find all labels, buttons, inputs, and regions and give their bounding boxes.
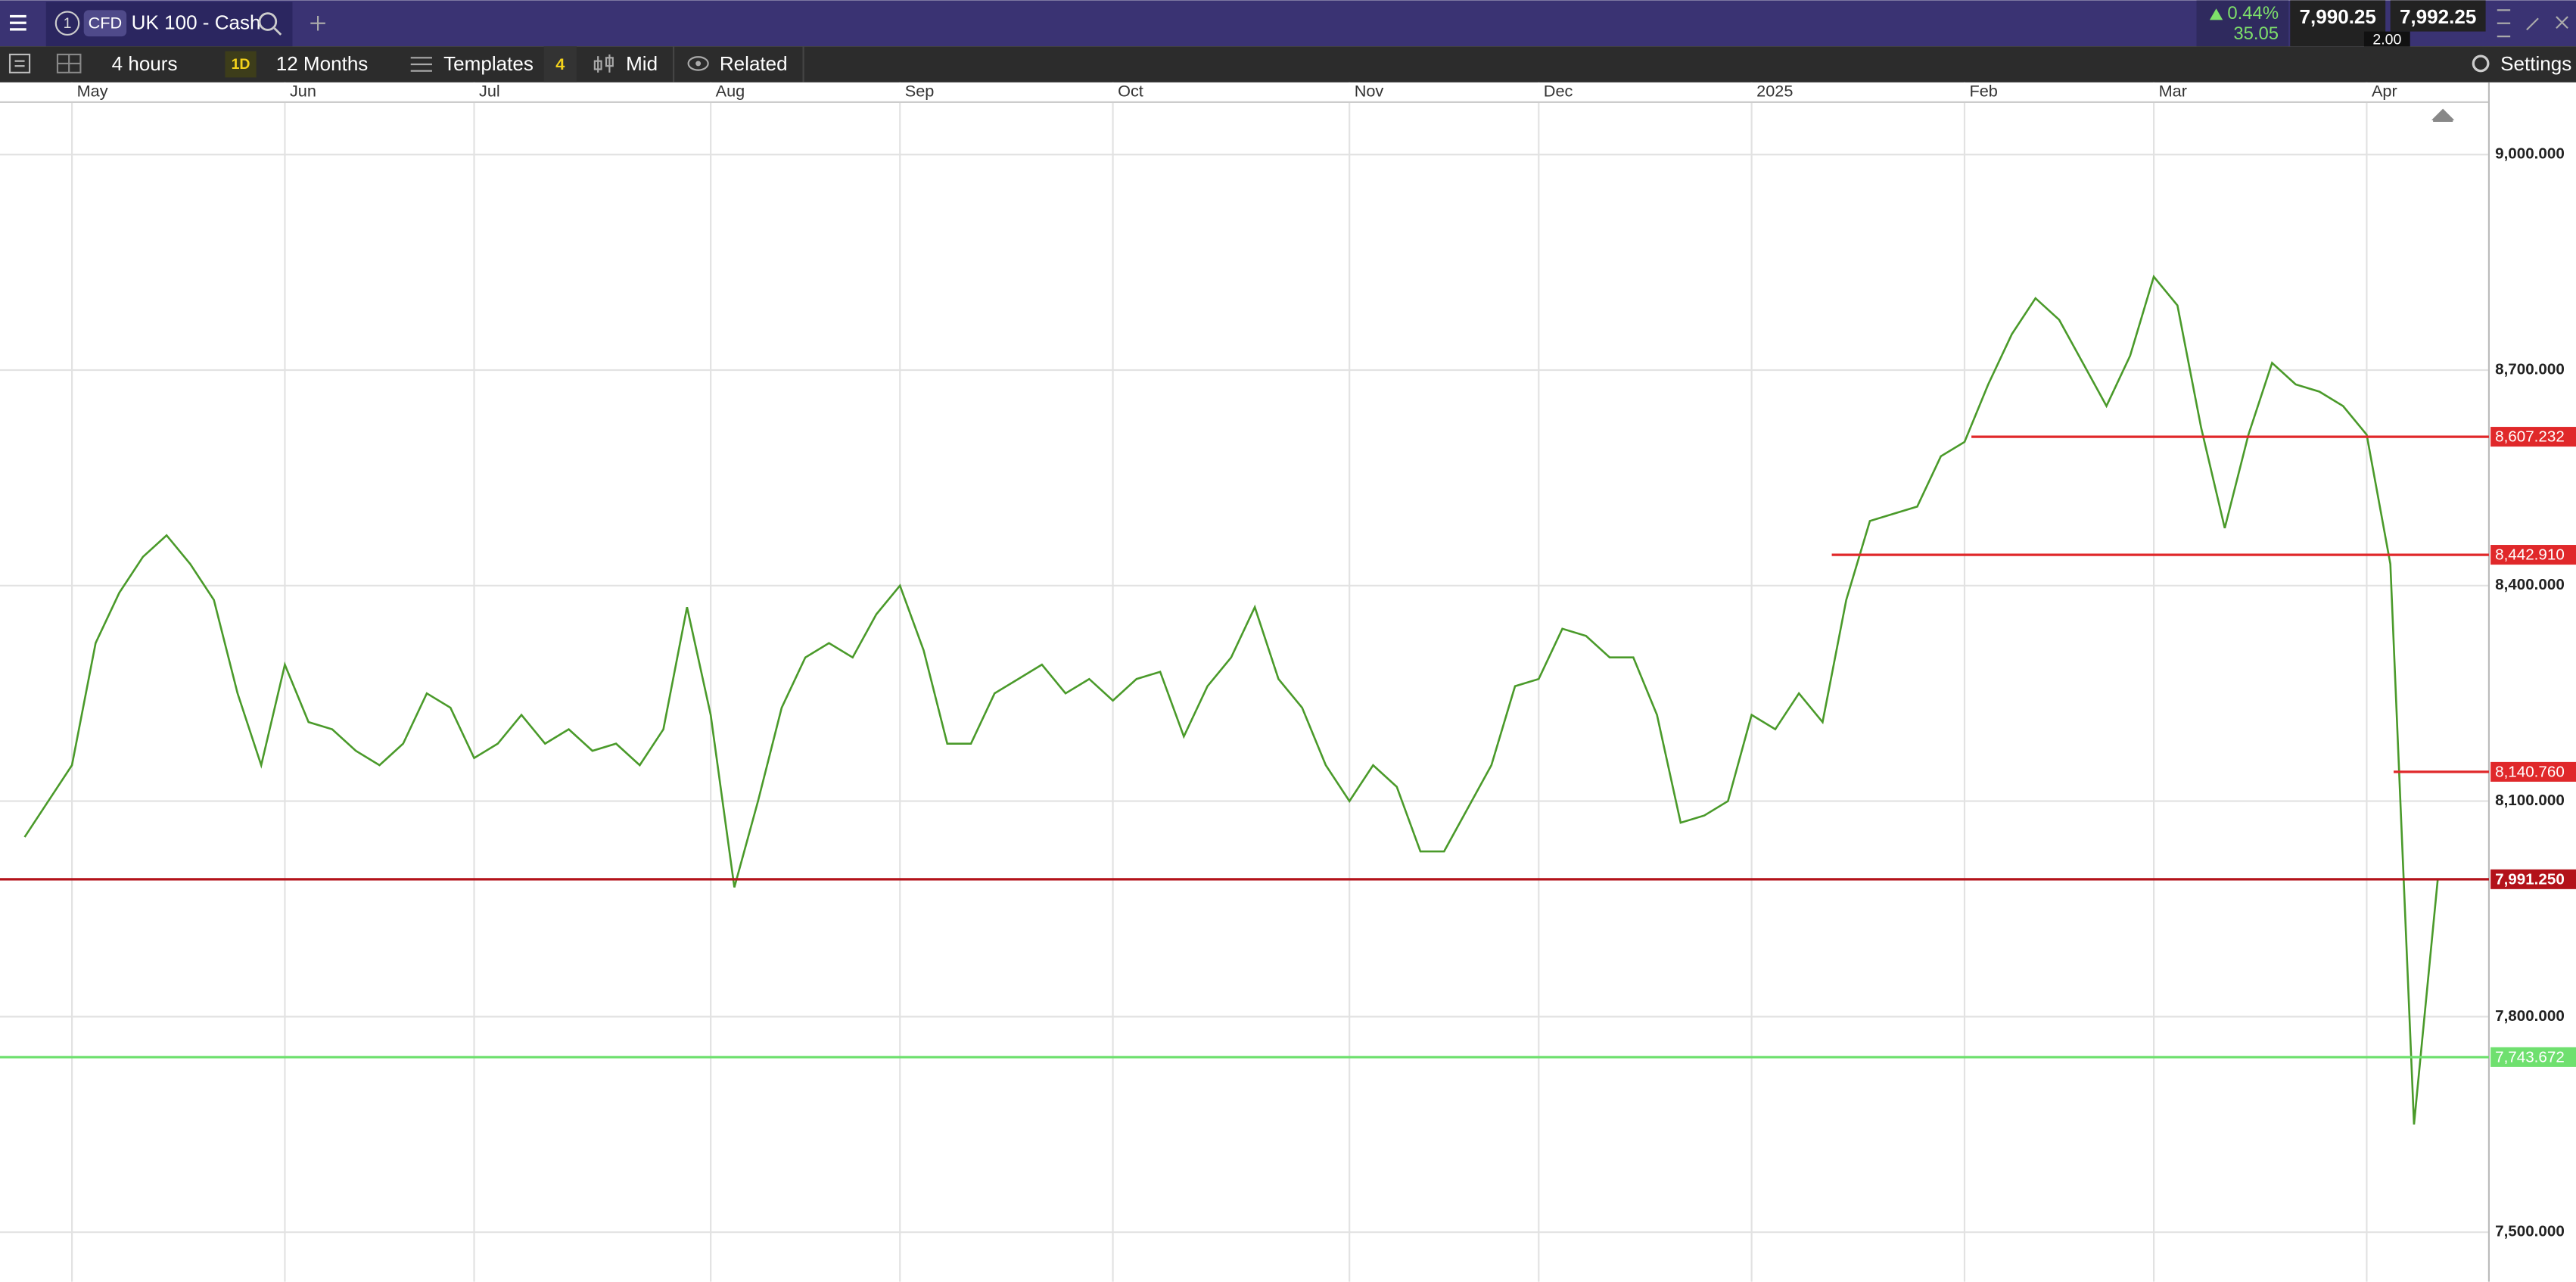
y-tick-label: 7,800.000 bbox=[2495, 1007, 2565, 1025]
y-tick-label: 7,500.000 bbox=[2495, 1223, 2565, 1240]
y-tick-label: 9,000.000 bbox=[2495, 145, 2565, 163]
x-tick-label: Nov bbox=[1355, 82, 1384, 101]
x-tick-label: Dec bbox=[1544, 82, 1573, 101]
level-label-box bbox=[2490, 427, 2576, 447]
level-label: 7,991.250 bbox=[2495, 870, 2565, 888]
instance-number: 1 bbox=[64, 15, 72, 32]
x-tick-label: May bbox=[77, 82, 108, 101]
settings[interactable]: Settings bbox=[2500, 52, 2571, 75]
level-label-box bbox=[2490, 869, 2576, 889]
range[interactable]: 12 Months bbox=[276, 52, 369, 75]
settings-icon bbox=[2472, 54, 2490, 73]
spread: 2.00 bbox=[2372, 32, 2401, 48]
y-tick-label: 8,400.000 bbox=[2495, 576, 2565, 593]
top-bar bbox=[0, 0, 2576, 47]
list-icon[interactable] bbox=[8, 53, 31, 73]
interval[interactable]: 4 hours bbox=[112, 52, 178, 75]
instrument-name: UK 100 - Cash bbox=[132, 11, 261, 34]
level-label-box bbox=[2490, 761, 2576, 782]
change-pct: 0.44% bbox=[2227, 3, 2279, 23]
x-tick-label: Sep bbox=[905, 82, 935, 101]
x-tick-label: Mar bbox=[2159, 82, 2187, 101]
badge: CFD bbox=[89, 14, 123, 33]
level-label: 8,442.910 bbox=[2495, 546, 2565, 564]
window-controls[interactable] bbox=[2497, 9, 2568, 38]
buy-price: 7,992.25 bbox=[2400, 5, 2476, 28]
indicator-count[interactable]: 4 bbox=[555, 54, 565, 73]
control-bar bbox=[0, 46, 2576, 82]
x-tick-label: 2025 bbox=[1756, 82, 1793, 101]
search-icon[interactable] bbox=[258, 12, 282, 36]
x-tick-label: Aug bbox=[716, 82, 745, 101]
level-label-box bbox=[2490, 1047, 2576, 1067]
period-badge[interactable]: 1D bbox=[232, 56, 250, 73]
buy-box[interactable] bbox=[2390, 0, 2486, 32]
templates[interactable]: Templates bbox=[443, 52, 534, 75]
price-type[interactable]: Mid bbox=[626, 52, 658, 75]
level-label: 8,140.760 bbox=[2495, 763, 2565, 780]
indicator-count-box bbox=[543, 46, 577, 82]
layout-icon[interactable] bbox=[56, 53, 82, 73]
period-badge-box bbox=[225, 51, 257, 78]
level-label: 8,607.232 bbox=[2495, 428, 2565, 446]
templates-icon bbox=[410, 57, 432, 72]
sell-price: 7,990.25 bbox=[2300, 5, 2376, 28]
price-line bbox=[23, 274, 2439, 1125]
y-tick-label: 8,700.000 bbox=[2495, 360, 2565, 378]
candle-icon bbox=[593, 54, 614, 73]
change-box bbox=[2196, 0, 2289, 47]
add-tab[interactable] bbox=[310, 15, 325, 31]
x-tick-label: Apr bbox=[2372, 82, 2397, 101]
home-icon[interactable] bbox=[2431, 108, 2455, 122]
y-tick-label: 8,100.000 bbox=[2495, 792, 2565, 809]
level-label: 7,743.672 bbox=[2495, 1048, 2565, 1066]
menu-icon[interactable] bbox=[10, 14, 26, 31]
spread-box bbox=[2363, 31, 2410, 50]
date-axis bbox=[0, 82, 2576, 102]
x-tick-label: Jul bbox=[479, 82, 500, 101]
up-arrow bbox=[2209, 8, 2223, 20]
x-tick-label: Oct bbox=[1118, 82, 1143, 101]
level-label-box bbox=[2490, 545, 2576, 565]
related[interactable]: Related bbox=[720, 52, 788, 75]
instance-circle bbox=[54, 11, 80, 36]
badge-box bbox=[83, 10, 127, 37]
related-icon bbox=[687, 56, 709, 71]
x-tick-label: Jun bbox=[290, 82, 316, 101]
x-tick-label: Feb bbox=[1969, 82, 1997, 101]
change: 35.05 bbox=[2233, 23, 2279, 44]
